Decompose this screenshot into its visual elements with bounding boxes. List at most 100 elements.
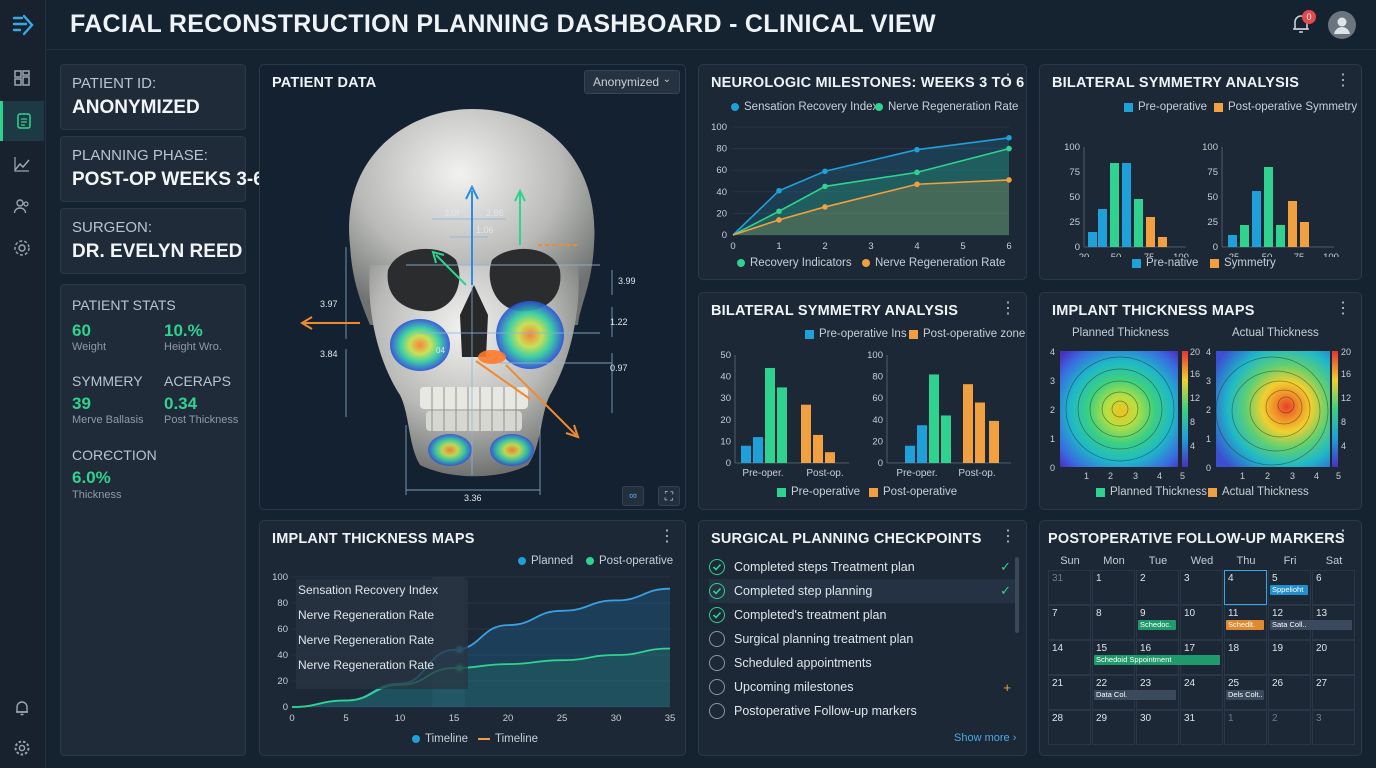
empty-circle-icon[interactable] <box>709 679 725 695</box>
check-circle-icon[interactable] <box>709 559 725 575</box>
checkpoint-item[interactable]: Completed steps Treatment plan ✓ <box>709 555 1019 579</box>
calendar-day-cell[interactable]: 19 <box>1268 640 1311 675</box>
sidebar-item-models[interactable] <box>0 228 44 268</box>
planning-phase-label: PLANNING PHASE: <box>72 147 208 164</box>
calendar-day-cell[interactable]: 2 <box>1268 710 1311 745</box>
calendar-day-header: Sun <box>1060 555 1080 567</box>
sidebar-item-dashboard[interactable] <box>0 58 44 98</box>
link-view-button[interactable]: ∞ <box>622 486 644 506</box>
calendar-day-cell[interactable]: 24 <box>1180 675 1223 710</box>
calendar-event[interactable]: Schedoc. <box>1138 620 1176 630</box>
neuro-point <box>1006 145 1012 152</box>
calendar-day-cell[interactable]: 4 <box>1224 570 1267 605</box>
checkpoint-item[interactable]: Upcoming milestones + <box>709 675 1019 699</box>
thick-y-tick: 0 <box>283 702 288 713</box>
calendar-event[interactable]: Schedoid Sppointment <box>1094 655 1220 665</box>
calendar-day-cell[interactable]: 28 <box>1048 710 1091 745</box>
calendar-event[interactable]: Schedlt. <box>1226 620 1264 630</box>
checkpoint-scrollbar[interactable] <box>1015 557 1019 633</box>
calendar-day-cell[interactable]: 10 <box>1180 605 1223 640</box>
calendar-day-cell[interactable]: 29 <box>1092 710 1135 745</box>
sym2-menu-icon[interactable]: ⋮ <box>1000 300 1016 317</box>
sym2-legend-2: Post-operative zone <box>909 328 1025 340</box>
calendar-event[interactable]: Data Col. <box>1094 690 1176 700</box>
calendar-day-cell[interactable]: 1 <box>1224 710 1267 745</box>
calendar-day-cell[interactable]: 31 <box>1180 710 1223 745</box>
empty-circle-icon[interactable] <box>709 703 725 719</box>
anonymized-dropdown[interactable]: Anonymized ⌄ <box>584 70 680 94</box>
neuro-menu-icon[interactable]: ⋮ <box>1000 72 1016 89</box>
calendar-event[interactable]: Sppelioht <box>1270 585 1308 595</box>
calendar-day-cell[interactable]: 25 <box>1224 675 1267 710</box>
calendar-day-cell[interactable]: 30 <box>1136 710 1179 745</box>
cb-16: 16 <box>1190 369 1200 379</box>
calendar-event[interactable]: Dels Colt.. <box>1226 690 1264 700</box>
calendar-day-cell[interactable]: 1 <box>1092 570 1135 605</box>
neuro-y-tick: 80 <box>716 144 727 155</box>
calendar-day-cell[interactable]: 3 <box>1180 570 1223 605</box>
thick-x-tick: 35 <box>665 713 676 724</box>
checkpoints-menu-icon[interactable]: ⋮ <box>1000 528 1016 545</box>
calendar-day-cell[interactable]: 11 <box>1224 605 1267 640</box>
neuro-y-tick: 60 <box>716 165 727 176</box>
show-more-link[interactable]: Show more › <box>954 732 1017 744</box>
empty-circle-icon[interactable] <box>709 631 725 647</box>
thick-maps-menu-icon[interactable]: ⋮ <box>1335 300 1351 317</box>
calendar-day-cell[interactable]: 27 <box>1312 675 1355 710</box>
hm2-x-3: 3 <box>1290 471 1295 481</box>
user-avatar[interactable] <box>1328 11 1356 39</box>
sidebar-item-alerts[interactable] <box>0 688 44 728</box>
calendar-event[interactable]: Sata Coll.. <box>1270 620 1352 630</box>
checkpoint-item[interactable]: Surgical planning treatment plan <box>709 627 1019 651</box>
calendar-day-cell[interactable]: 6 <box>1312 570 1355 605</box>
sym1-menu-icon[interactable]: ⋮ <box>1335 72 1351 89</box>
skull-3d-viewer[interactable]: 3.0f 2.86 1.06 3.99 3.97 1.22 3.84 0.97 … <box>260 95 685 507</box>
calendar-day-cell[interactable]: 18 <box>1224 640 1267 675</box>
sidebar-item-settings[interactable] <box>0 728 44 768</box>
settings-icon <box>14 740 30 756</box>
calendar-day-cell[interactable]: 7 <box>1048 605 1091 640</box>
stats-title: PATIENT STATS <box>72 297 176 313</box>
checkpoint-item[interactable]: Scheduled appointments <box>709 651 1019 675</box>
right-orbit <box>489 248 561 312</box>
checkpoint-item[interactable]: Completed step planning ✓ <box>709 579 1019 603</box>
calendar-day-cell[interactable]: 9 <box>1136 605 1179 640</box>
calendar-menu-icon[interactable]: ⋮ <box>1335 528 1351 545</box>
sidebar-item-team[interactable] <box>0 186 44 226</box>
calendar-day-cell[interactable]: 2 <box>1136 570 1179 605</box>
checkpoint-item[interactable]: Postoperative Follow-up markers <box>709 699 1019 723</box>
calendar-day-cell[interactable]: 31 <box>1048 570 1091 605</box>
stat-aceraps-value: 0.34 <box>164 394 198 413</box>
app-logo-icon[interactable] <box>10 12 36 38</box>
calendar-day-cell[interactable]: 5 <box>1268 570 1311 605</box>
calendar-day-cell[interactable]: 8 <box>1092 605 1135 640</box>
right-bar <box>1300 222 1309 247</box>
sidebar-item-analytics[interactable] <box>0 144 44 184</box>
right-y-tick: 100 <box>867 350 883 361</box>
hm2-y-4: 4 <box>1206 347 1211 357</box>
empty-circle-icon[interactable] <box>709 655 725 671</box>
thick-line-menu-icon[interactable]: ⋮ <box>659 528 675 545</box>
thick-x-tick: 20 <box>503 713 514 724</box>
checkpoints-title: SURGICAL PLANNING CHECKPOINTS <box>711 531 982 547</box>
right-y-tick: 20 <box>872 436 883 447</box>
fullscreen-button[interactable]: ⛶ <box>658 486 680 506</box>
calendar-title: POSTOPERATIVE FOLLOW-UP MARKERS <box>1048 531 1345 547</box>
row-label-2: Nerve Regeneration Rate <box>298 608 435 622</box>
calendar-day-cell[interactable]: 14 <box>1048 640 1091 675</box>
calendar-day-cell[interactable]: 21 <box>1048 675 1091 710</box>
add-icon[interactable]: + <box>1003 679 1011 695</box>
left-y-tick: 100 <box>1064 142 1080 153</box>
calendar-day-cell[interactable]: 20 <box>1312 640 1355 675</box>
check-circle-icon[interactable] <box>709 607 725 623</box>
hm-y-0: 0 <box>1050 463 1055 473</box>
checkpoint-item[interactable]: Completed's treatment plan <box>709 603 1019 627</box>
calendar-day-cell[interactable]: 3 <box>1312 710 1355 745</box>
right-category-label: Post-op. <box>958 468 995 479</box>
chart-row-labels: Sensation Recovery Index Nerve Regenerat… <box>296 579 468 689</box>
left-bar <box>777 387 787 463</box>
calendar-day-cell[interactable]: 26 <box>1268 675 1311 710</box>
hm-y-1: 1 <box>1050 434 1055 444</box>
sidebar-item-planning[interactable] <box>0 101 44 141</box>
check-circle-icon[interactable] <box>709 583 725 599</box>
